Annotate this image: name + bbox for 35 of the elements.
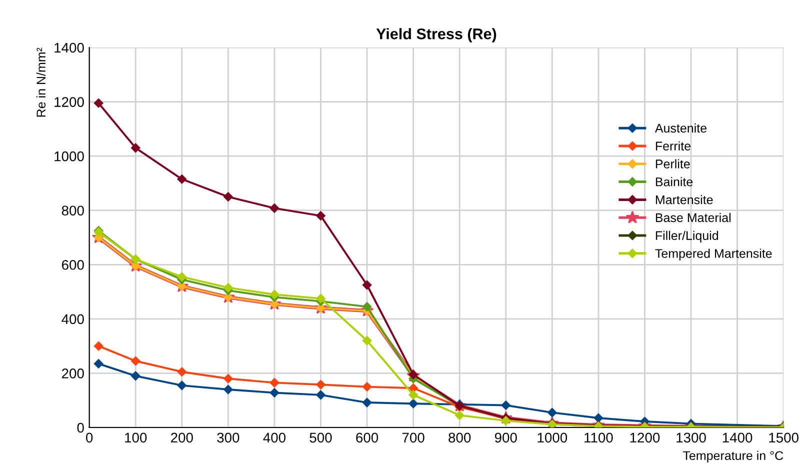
x-tick-label: 200 <box>171 432 193 443</box>
x-tick-label: 300 <box>217 432 240 443</box>
y-tick-label: 600 <box>62 260 84 270</box>
legend-label: Base Material <box>656 212 731 222</box>
legend-label: Perlite <box>656 159 690 168</box>
x-tick-label: 700 <box>402 432 424 443</box>
y-tick-label: 0 <box>77 422 84 433</box>
legend-label: Martensite <box>656 195 713 204</box>
x-tick-label: 1500 <box>769 432 798 443</box>
x-tick-label: 400 <box>263 432 286 443</box>
y-tick-label: 1200 <box>54 97 84 107</box>
x-tick-label: 500 <box>310 432 332 443</box>
y-axis-title: Re in N/mm² <box>36 48 46 117</box>
y-tick-label: 200 <box>62 368 84 378</box>
x-tick-label: 0 <box>86 432 93 443</box>
x-tick-label: 1400 <box>722 432 752 443</box>
x-tick-label: 100 <box>125 432 147 443</box>
y-tick-label: 1000 <box>54 151 84 162</box>
x-tick-label: 800 <box>448 432 471 443</box>
x-tick-label: 900 <box>494 432 517 443</box>
x-tick-label: 1000 <box>538 432 568 443</box>
x-tick-label: 1200 <box>630 432 660 443</box>
x-tick-label: 1300 <box>676 432 706 443</box>
legend-label: Bainite <box>656 177 693 186</box>
legend-label: Tempered Martensite <box>655 248 772 260</box>
legend-label: Austenite <box>654 123 706 133</box>
y-tick-label: 400 <box>62 314 84 324</box>
x-tick-label: 1100 <box>584 432 613 443</box>
y-tick-label: 1400 <box>54 42 84 53</box>
x-axis-title: Temperature in °C <box>683 450 784 463</box>
legend-label: Ferrite <box>656 141 690 150</box>
y-tick-label: 800 <box>62 206 84 216</box>
x-tick-label: 600 <box>356 432 378 443</box>
legend-label: Filler/Liquid <box>656 230 718 242</box>
chart-title: Yield Stress (Re) <box>376 28 496 42</box>
